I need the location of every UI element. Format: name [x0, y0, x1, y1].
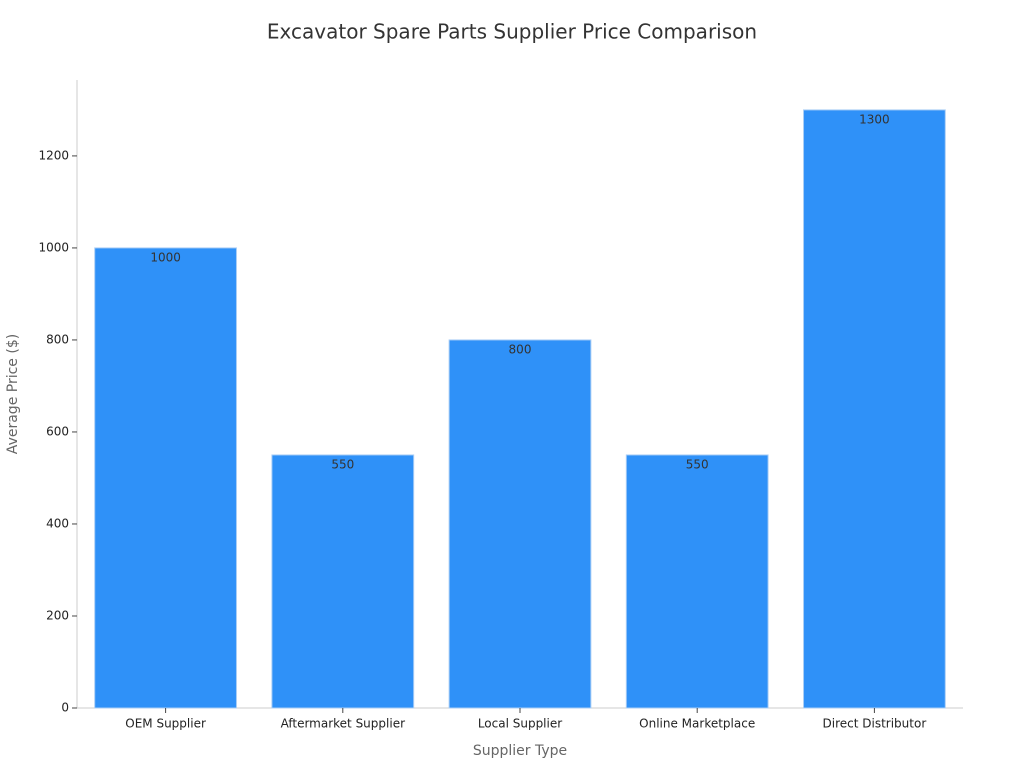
bar	[448, 339, 592, 709]
y-tick-label: 600	[46, 424, 69, 438]
x-tick-label: Direct Distributor	[823, 717, 927, 731]
y-tick-label: 400	[46, 516, 69, 530]
y-tick-label: 200	[46, 608, 69, 622]
bar	[271, 454, 415, 709]
y-tick-label: 1000	[38, 240, 69, 254]
bar	[94, 247, 237, 709]
value-label: 1300	[859, 112, 890, 126]
y-tick-label: 1200	[38, 148, 69, 162]
value-label: 550	[686, 457, 709, 471]
value-label: 550	[331, 457, 354, 471]
y-axis-label: Average Price ($)	[5, 334, 21, 454]
bar	[625, 454, 769, 709]
x-tick-label: Aftermarket Supplier	[281, 717, 406, 731]
y-tick-label: 800	[46, 332, 69, 346]
value-label: 800	[509, 342, 532, 356]
x-tick-label: OEM Supplier	[125, 717, 206, 731]
x-tick-label: Online Marketplace	[639, 717, 755, 731]
y-tick-label: 0	[61, 701, 69, 715]
x-tick-label: Local Supplier	[478, 717, 562, 731]
bar	[803, 109, 946, 709]
x-axis-label: Supplier Type	[473, 743, 567, 759]
value-label: 1000	[150, 250, 181, 264]
chart-title: Excavator Spare Parts Supplier Price Com…	[267, 20, 757, 44]
